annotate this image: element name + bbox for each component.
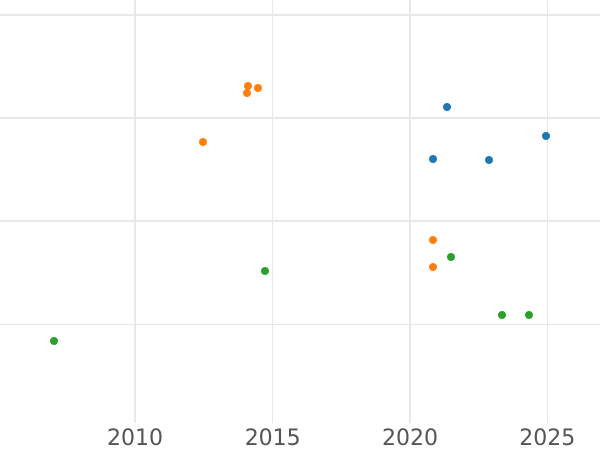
- data-point-orange-series: [242, 89, 251, 98]
- x-tick-label: 2020: [382, 426, 438, 450]
- horizontal-gridline: [0, 14, 600, 16]
- horizontal-gridline: [0, 323, 600, 326]
- vertical-gridline: [271, 0, 274, 423]
- data-point-orange-series: [244, 81, 253, 90]
- x-tick-label: 2025: [519, 426, 576, 450]
- data-point-green-series: [261, 266, 269, 275]
- data-point-blue-series: [442, 102, 451, 111]
- data-point-blue-series: [541, 131, 550, 140]
- x-tick-label: 2010: [107, 426, 163, 450]
- data-point-green-series: [497, 310, 506, 319]
- data-point-blue-series: [484, 156, 493, 164]
- data-point-green-series: [525, 310, 534, 319]
- vertical-gridline: [546, 0, 549, 423]
- horizontal-gridline: [0, 220, 600, 222]
- data-point-green-series: [446, 253, 455, 262]
- data-point-orange-series: [199, 137, 208, 146]
- data-point-orange-series: [428, 236, 437, 244]
- horizontal-gridline: [0, 117, 600, 119]
- vertical-gridline: [134, 0, 136, 423]
- x-tick-label: 2015: [244, 426, 301, 450]
- data-point-green-series: [50, 336, 59, 345]
- data-point-orange-series: [254, 84, 263, 93]
- data-point-orange-series: [428, 262, 437, 271]
- vertical-gridline: [409, 0, 411, 423]
- data-point-blue-series: [428, 155, 437, 164]
